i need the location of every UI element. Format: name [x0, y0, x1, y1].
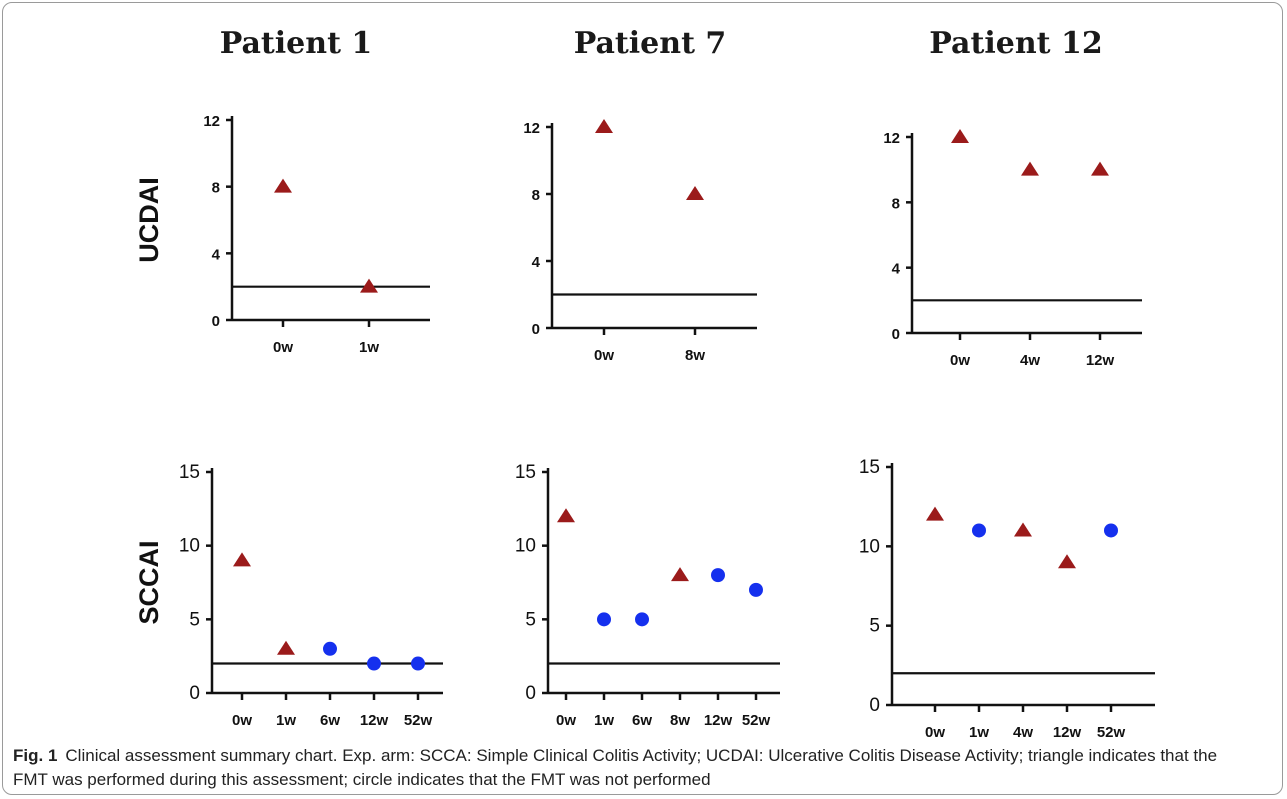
x-tick-label: 1w: [276, 712, 296, 729]
scatter-panel-4: 0 5 10 15 0w 1w 6w 12w 52w SCCAI: [134, 462, 443, 729]
x-tick-label: 4w: [1020, 352, 1040, 369]
x-tick-label: 4w: [1013, 724, 1033, 740]
data-point-circle: [1104, 523, 1118, 538]
scatter-panel-2: 0 4 8 12 0w 8w: [523, 119, 757, 364]
y-tick-label: 4: [892, 261, 901, 278]
title-patient-12: Patient 12: [929, 26, 1102, 61]
y-tick-label: 12: [883, 130, 900, 147]
y-tick-label: 0: [189, 683, 200, 704]
data-point-circle: [711, 568, 725, 583]
y-tick-label: 12: [523, 120, 540, 137]
y-tick-label: 5: [525, 609, 536, 630]
x-tick-label: 8w: [685, 347, 705, 364]
y-tick-label: 12: [203, 113, 220, 130]
x-tick-label: 8w: [670, 712, 690, 729]
data-point-triangle: [1091, 161, 1109, 176]
data-point-triangle: [671, 567, 689, 582]
x-tick-label: 52w: [742, 712, 771, 729]
data-point-triangle: [557, 508, 575, 523]
data-point-circle: [972, 523, 986, 538]
y-tick-label: 15: [859, 457, 880, 478]
caption-text: Clinical assessment summary chart. Exp. …: [13, 746, 1218, 789]
scatter-panel-6: 0 5 10 15 0w 1w 4w 12w 52w: [859, 457, 1155, 740]
x-tick-label: 12w: [360, 712, 389, 729]
scatter-panel-1: 0 4 8 12 0w 1w UCDAI: [134, 113, 430, 356]
scatter-panels: 0 4 8 12 0w 1w UCDAI 0 4 8 12 0w 8w 0 4 8 12 0w 4w 12w 0 5 10 1…: [134, 113, 1155, 740]
data-point-triangle: [926, 506, 944, 521]
x-tick-label: 12w: [704, 712, 733, 729]
y-tick-label: 10: [515, 536, 536, 557]
caption-label: Fig. 1: [13, 746, 58, 765]
y-tick-label: 4: [532, 254, 541, 271]
y-tick-label: 10: [179, 536, 200, 557]
y-tick-label: 15: [515, 462, 536, 483]
x-tick-label: 1w: [359, 339, 379, 356]
data-point-circle: [597, 612, 611, 627]
data-point-triangle: [595, 119, 613, 133]
x-tick-label: 12w: [1086, 352, 1115, 369]
data-point-circle: [323, 641, 337, 656]
x-tick-label: 1w: [969, 724, 989, 740]
data-point-triangle: [277, 640, 295, 655]
x-tick-label: 0w: [556, 712, 576, 729]
x-tick-label: 0w: [594, 347, 614, 364]
scatter-panel-5: 0 5 10 15 0w 1w 6w 8w 12w 52w: [515, 462, 780, 729]
x-tick-label: 0w: [950, 352, 970, 369]
x-tick-label: 6w: [632, 712, 652, 729]
x-tick-label: 1w: [594, 712, 614, 729]
data-point-triangle: [686, 186, 704, 200]
data-point-circle: [635, 612, 649, 627]
y-tick-label: 8: [532, 187, 540, 204]
y-tick-label: 5: [869, 616, 880, 637]
y-tick-label: 15: [179, 462, 200, 483]
x-tick-label: 52w: [404, 712, 433, 729]
y-tick-label: 4: [212, 246, 221, 263]
x-tick-label: 12w: [1053, 724, 1082, 740]
data-point-triangle: [1058, 554, 1076, 569]
x-tick-label: 0w: [925, 724, 945, 740]
y-tick-label: 0: [532, 321, 540, 338]
y-tick-label: 0: [869, 695, 880, 716]
data-point-triangle: [233, 552, 251, 567]
x-tick-label: 0w: [273, 339, 293, 356]
title-patient-1: Patient 1: [220, 26, 373, 61]
data-point-circle: [411, 656, 425, 671]
data-point-circle: [749, 582, 763, 597]
scatter-panel-3: 0 4 8 12 0w 4w 12w: [883, 129, 1142, 369]
data-point-triangle: [1014, 522, 1032, 537]
data-point-triangle: [1021, 161, 1039, 176]
title-patient-7: Patient 7: [574, 26, 727, 61]
figure-caption: Fig. 1 Clinical assessment summary chart.…: [13, 744, 1253, 792]
data-point-triangle: [951, 129, 969, 143]
data-point-circle: [367, 656, 381, 671]
x-tick-label: 0w: [232, 712, 252, 729]
x-tick-label: 6w: [320, 712, 340, 729]
y-tick-label: 5: [189, 609, 200, 630]
data-point-triangle: [360, 278, 378, 293]
y-axis-label: UCDAI: [134, 177, 164, 263]
y-tick-label: 10: [859, 536, 880, 557]
y-axis-label: SCCAI: [134, 540, 164, 624]
y-tick-label: 8: [212, 180, 220, 197]
x-tick-label: 52w: [1097, 724, 1126, 740]
y-tick-label: 0: [212, 313, 220, 330]
figure-panels: Patient 1 Patient 7 Patient 12 0 4 8 12 0w 1w…: [134, 26, 1155, 740]
y-tick-label: 0: [525, 683, 536, 704]
y-tick-label: 8: [892, 195, 900, 212]
y-tick-label: 0: [892, 326, 900, 343]
data-point-triangle: [274, 178, 292, 193]
